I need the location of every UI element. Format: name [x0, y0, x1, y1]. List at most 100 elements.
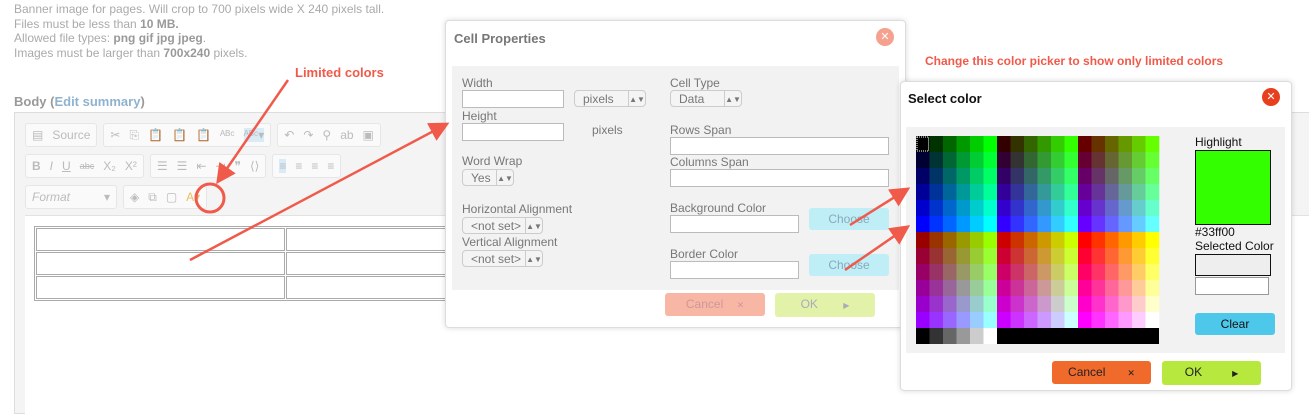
color-swatch[interactable]	[1145, 136, 1160, 152]
color-swatch[interactable]	[943, 296, 957, 312]
color-swatch[interactable]	[1091, 232, 1106, 248]
width-input[interactable]	[462, 90, 564, 108]
color-swatch[interactable]	[929, 328, 944, 344]
color-swatch[interactable]	[943, 280, 957, 296]
color-swatch[interactable]	[956, 296, 971, 312]
edit-summary-link[interactable]: Edit summary	[54, 94, 141, 109]
close-icon[interactable]: ✕	[876, 28, 894, 46]
color-swatch[interactable]	[997, 184, 1011, 200]
color-swatch[interactable]	[1132, 232, 1146, 248]
color-swatch[interactable]	[1064, 248, 1079, 264]
color-swatch[interactable]	[1010, 216, 1025, 232]
color-swatch[interactable]	[1024, 152, 1038, 168]
border-color-input[interactable]	[670, 261, 799, 279]
color-swatch[interactable]	[1091, 280, 1106, 296]
color-swatch[interactable]	[1024, 168, 1038, 184]
color-swatch[interactable]	[1037, 184, 1052, 200]
select-all-icon[interactable]: ▣	[362, 128, 374, 142]
color-swatch[interactable]	[1064, 168, 1079, 184]
color-swatch[interactable]	[1051, 136, 1065, 152]
color-swatch[interactable]	[1145, 312, 1160, 328]
color-swatch[interactable]	[1010, 232, 1025, 248]
color-swatch[interactable]	[1037, 152, 1052, 168]
rows-span-input[interactable]	[670, 137, 889, 155]
close-icon[interactable]: ✕	[1262, 88, 1280, 106]
color-swatch[interactable]	[1010, 248, 1025, 264]
color-swatch[interactable]	[956, 152, 971, 168]
color-swatch[interactable]	[1145, 248, 1160, 264]
table-cell[interactable]	[36, 228, 285, 251]
color-swatch[interactable]	[970, 136, 984, 152]
color-swatch[interactable]	[1132, 280, 1146, 296]
color-swatch[interactable]	[916, 232, 930, 248]
color-swatch[interactable]	[997, 280, 1011, 296]
color-swatch[interactable]	[1105, 152, 1119, 168]
numbered-list-icon[interactable]: ☰	[156, 159, 168, 173]
color-swatch[interactable]	[1078, 248, 1092, 264]
color-swatch[interactable]	[1132, 136, 1146, 152]
indent-icon[interactable]: ⇥	[215, 159, 226, 173]
color-swatch[interactable]	[1064, 280, 1079, 296]
color-swatch[interactable]	[916, 328, 930, 344]
color-swatch[interactable]	[1118, 280, 1133, 296]
color-swatch[interactable]	[983, 264, 998, 280]
color-swatch[interactable]	[956, 136, 971, 152]
color-swatch[interactable]	[1024, 232, 1038, 248]
height-input[interactable]	[462, 123, 564, 141]
color-swatch[interactable]	[970, 216, 984, 232]
underline-button[interactable]: U	[62, 159, 71, 173]
color-swatch[interactable]	[929, 168, 944, 184]
selected-color-input[interactable]	[1195, 277, 1269, 295]
color-swatch[interactable]	[956, 168, 971, 184]
color-swatch[interactable]	[1105, 168, 1119, 184]
paste-icon[interactable]: 📋	[148, 128, 163, 142]
color-swatch[interactable]	[1105, 232, 1119, 248]
maximize-icon[interactable]: ◈	[130, 190, 140, 204]
align-left-icon[interactable]: ≡	[279, 159, 287, 173]
color-swatch[interactable]	[1091, 136, 1106, 152]
color-swatch[interactable]	[970, 168, 984, 184]
format-select[interactable]: Format ▾	[25, 185, 117, 209]
v-align-select[interactable]: <not set> ▲▼	[462, 250, 543, 267]
color-swatch[interactable]	[929, 184, 944, 200]
width-unit-select[interactable]: pixels ▲▼	[574, 90, 646, 107]
color-swatch[interactable]	[929, 312, 944, 328]
color-swatch[interactable]	[1091, 152, 1106, 168]
color-swatch[interactable]	[916, 136, 930, 152]
color-swatch[interactable]	[970, 248, 984, 264]
color-swatch[interactable]	[1091, 200, 1106, 216]
color-swatch[interactable]	[1051, 232, 1065, 248]
color-swatch[interactable]	[970, 232, 984, 248]
color-swatch[interactable]	[1118, 184, 1133, 200]
color-swatch[interactable]	[970, 296, 984, 312]
color-swatch[interactable]	[1064, 200, 1079, 216]
color-swatch[interactable]	[943, 248, 957, 264]
color-swatch[interactable]	[916, 152, 930, 168]
color-swatch[interactable]	[1132, 312, 1146, 328]
color-swatch[interactable]	[1091, 296, 1106, 312]
ok-button[interactable]: OK ▶	[1162, 361, 1261, 385]
columns-span-input[interactable]	[670, 169, 889, 187]
color-swatch[interactable]	[1132, 200, 1146, 216]
color-swatch[interactable]	[1132, 152, 1146, 168]
color-swatch[interactable]	[916, 168, 930, 184]
color-swatch[interactable]	[1105, 136, 1119, 152]
color-swatch[interactable]	[970, 200, 984, 216]
color-swatch[interactable]	[929, 280, 944, 296]
redo-icon[interactable]: ↷	[303, 128, 314, 142]
cell-type-select[interactable]: Data ▲▼	[670, 90, 742, 107]
color-swatch[interactable]	[929, 248, 944, 264]
color-swatch[interactable]	[956, 264, 971, 280]
color-swatch[interactable]	[1145, 232, 1160, 248]
find-icon[interactable]: ⚲	[322, 128, 332, 142]
strike-button[interactable]: abc	[79, 161, 95, 171]
color-swatch[interactable]	[1064, 312, 1079, 328]
color-swatch[interactable]	[1105, 248, 1119, 264]
color-swatch[interactable]	[1078, 232, 1092, 248]
color-swatch[interactable]	[1118, 312, 1133, 328]
color-swatch[interactable]	[1051, 184, 1065, 200]
color-swatch[interactable]	[916, 296, 930, 312]
copy-icon[interactable]: ⎘	[129, 127, 140, 142]
color-swatch[interactable]	[1078, 216, 1092, 232]
color-swatch[interactable]	[1037, 216, 1052, 232]
